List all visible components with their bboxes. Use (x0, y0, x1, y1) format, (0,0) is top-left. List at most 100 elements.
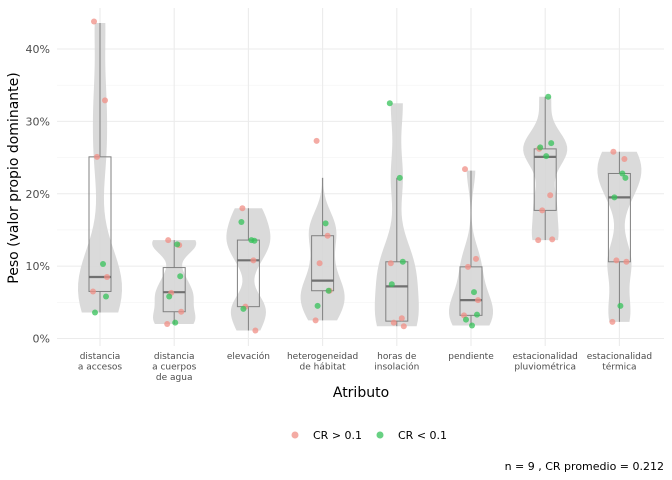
point-cr-lt (545, 93, 552, 100)
violins (78, 22, 642, 331)
y-tick-label: 40% (26, 43, 50, 56)
point-cr-lt (399, 258, 406, 265)
point-cr-gt (94, 153, 100, 160)
legend-swatch-cr-lt (376, 431, 384, 439)
point-cr-gt (623, 258, 630, 265)
box (385, 261, 409, 322)
x-tick-label: horas de (377, 352, 417, 362)
point-cr-gt (90, 288, 96, 295)
point-cr-gt (250, 257, 257, 264)
point-cr-lt (396, 174, 403, 181)
x-axis-title: Atributo (333, 385, 389, 401)
point-cr-gt (316, 260, 323, 267)
point-cr-lt (325, 287, 332, 294)
y-tick-label: 0% (33, 333, 50, 346)
point-cr-lt (537, 144, 544, 151)
y-axis-title: Peso (valor propio dominante) (6, 72, 22, 283)
point-cr-lt (619, 170, 626, 177)
x-tick-label: distancia (154, 352, 195, 362)
point-cr-gt (473, 255, 479, 262)
point-cr-gt (387, 260, 394, 267)
point-cr-lt (617, 302, 624, 309)
point-cr-lt (388, 281, 395, 288)
point-cr-gt (239, 205, 246, 212)
point-cr-gt (465, 263, 471, 270)
point-cr-gt (621, 156, 628, 163)
point-cr-gt (164, 321, 171, 328)
x-tick-label: estacionalidad (513, 352, 578, 362)
point-cr-lt (238, 218, 245, 225)
point-cr-gt (535, 237, 542, 244)
box (311, 235, 335, 292)
point-cr-lt (166, 293, 173, 300)
point-cr-lt (177, 273, 184, 280)
point-cr-lt (314, 302, 321, 309)
gridlines (57, 8, 664, 346)
point-cr-gt (312, 317, 319, 324)
legend-label-cr-gt: CR > 0.1 (313, 429, 362, 442)
y-tick-label: 30% (26, 115, 50, 128)
point-cr-gt (165, 237, 172, 244)
point-cr-lt (543, 153, 550, 160)
point-cr-gt (547, 192, 554, 199)
point-cr-lt (172, 319, 179, 326)
violin (78, 22, 122, 313)
point-cr-gt (398, 315, 405, 322)
jitter-points (90, 18, 630, 334)
point-cr-lt (103, 293, 109, 300)
point-cr-lt (469, 322, 475, 329)
point-cr-gt (252, 327, 259, 334)
x-tick-label: de hábitat (300, 363, 347, 373)
x-tick-label: pendiente (448, 352, 494, 362)
point-cr-lt (386, 100, 393, 107)
box (162, 267, 186, 313)
x-tick-label: elevación (227, 351, 270, 362)
point-cr-gt (475, 297, 481, 304)
y-tick-label: 20% (26, 188, 50, 201)
point-cr-lt (240, 305, 247, 312)
point-cr-gt (91, 18, 97, 25)
x-tick-label: distancia (80, 352, 121, 362)
point-cr-lt (92, 309, 98, 316)
caption: n = 9 , CR promedio = 0.212 (505, 460, 664, 473)
point-cr-gt (549, 236, 556, 243)
point-cr-gt (400, 323, 407, 330)
y-tick-label: 10% (26, 260, 50, 273)
point-cr-gt (102, 97, 108, 104)
point-cr-gt (539, 207, 546, 214)
x-tick-label: insolación (374, 362, 419, 373)
point-cr-gt (313, 137, 320, 144)
legend-label-cr-lt: CR < 0.1 (398, 429, 447, 442)
point-cr-gt (104, 273, 110, 280)
point-cr-lt (463, 316, 469, 323)
x-tick-label: a accesos (78, 363, 123, 373)
point-cr-lt (100, 260, 106, 267)
point-cr-lt (251, 237, 258, 244)
point-cr-lt (174, 241, 181, 248)
legend: CR > 0.1 CR < 0.1 (291, 429, 447, 442)
point-cr-gt (178, 308, 185, 315)
y-tick-labels: 0% 10% 20% 30% 40% (26, 43, 50, 346)
point-cr-gt (609, 318, 616, 325)
boxplots (88, 22, 631, 331)
legend-swatch-cr-gt (291, 431, 299, 439)
point-cr-lt (548, 140, 555, 147)
point-cr-lt (471, 289, 477, 296)
x-tick-label: estacionalidad (587, 352, 652, 362)
point-cr-gt (390, 319, 397, 326)
x-tick-label: a cuerpos (152, 363, 196, 373)
x-tick-label: térmica (602, 362, 636, 373)
point-cr-lt (611, 194, 618, 201)
point-cr-gt (462, 166, 468, 173)
point-cr-lt (474, 311, 480, 318)
point-cr-gt (613, 257, 620, 264)
point-cr-gt (610, 148, 617, 155)
x-tick-label: heterogeneidad (287, 352, 358, 362)
x-tick-label: pluviométrica (514, 362, 576, 373)
x-tick-label: de agua (156, 373, 193, 383)
point-cr-gt (324, 232, 331, 239)
point-cr-lt (322, 220, 329, 227)
